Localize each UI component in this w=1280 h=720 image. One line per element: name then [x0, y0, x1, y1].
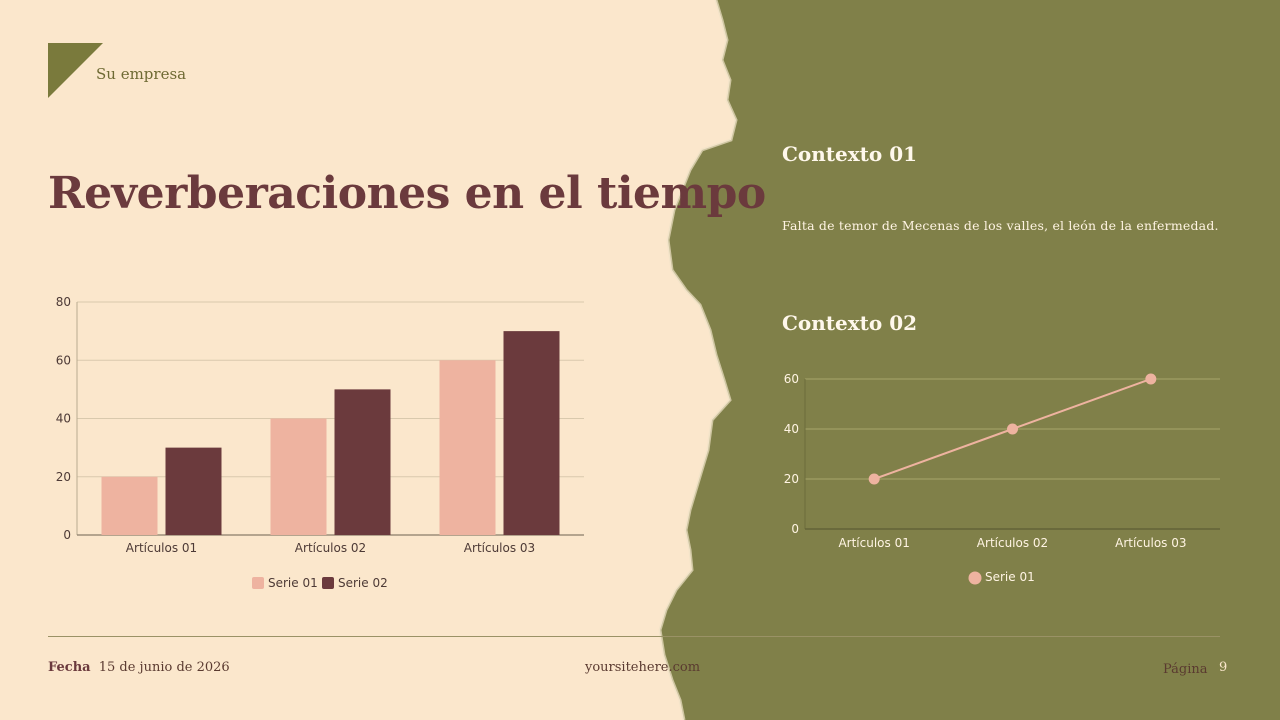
x-tick-label: Artículos 03 [1115, 536, 1186, 550]
bar [334, 389, 391, 535]
x-tick-label: Artículos 02 [977, 536, 1048, 550]
x-tick-label: Artículos 03 [464, 541, 535, 555]
data-point [868, 473, 880, 485]
y-tick-label: 0 [63, 528, 71, 542]
footer-site-link[interactable]: yoursitehere.com [585, 660, 701, 675]
bar [270, 418, 327, 535]
y-tick-label: 0 [791, 522, 799, 536]
legend-swatch [252, 577, 264, 589]
line-chart: 0 20 40 60 Artículos 01 Artículos 02 Artículos… [784, 372, 1220, 585]
bar [439, 360, 496, 535]
legend-label: Serie 01 [268, 576, 318, 590]
bar-chart: 0 20 40 60 80 Artículos 01 Artículos 02 Artícul… [56, 295, 584, 590]
y-tick-label: 80 [56, 295, 71, 309]
y-tick-label: 40 [784, 422, 799, 436]
y-tick-label: 20 [784, 472, 799, 486]
legend-label: Serie 01 [985, 570, 1035, 584]
data-point [1007, 423, 1018, 435]
bar [165, 447, 222, 535]
torn-edge-highlight [658, 0, 738, 720]
date-label: Fecha [48, 660, 91, 675]
corner-triangle-logo [48, 43, 103, 98]
y-tick-label: 60 [56, 353, 71, 367]
data-point [1145, 373, 1157, 385]
company-name: Su empresa [96, 65, 187, 83]
y-tick-label: 60 [784, 372, 799, 386]
page-label: Página [1163, 662, 1208, 677]
legend-label: Serie 02 [338, 576, 388, 590]
context2-title: Contexto 02 [782, 311, 918, 335]
y-tick-label: 40 [56, 412, 71, 426]
bar [101, 476, 158, 535]
legend-swatch [968, 571, 982, 585]
date-value: 15 de junio de 2026 [98, 660, 230, 675]
footer-divider [48, 636, 1220, 637]
x-tick-label: Artículos 01 [126, 541, 197, 555]
context1-text: Falta de temor de Mecenas de los valles,… [782, 218, 1219, 233]
page-title: Reverberaciones en el tiempo [48, 168, 766, 219]
y-tick-label: 20 [56, 470, 71, 484]
x-tick-label: Artículos 01 [838, 536, 909, 550]
x-tick-label: Artículos 02 [295, 541, 366, 555]
olive-torn-paper [660, 0, 1280, 720]
page-number: 9 [1219, 660, 1228, 675]
context1-title: Contexto 01 [782, 142, 918, 166]
bar [503, 331, 560, 535]
footer-date: Fecha 15 de junio de 2026 [48, 660, 230, 675]
legend-swatch [322, 577, 334, 589]
